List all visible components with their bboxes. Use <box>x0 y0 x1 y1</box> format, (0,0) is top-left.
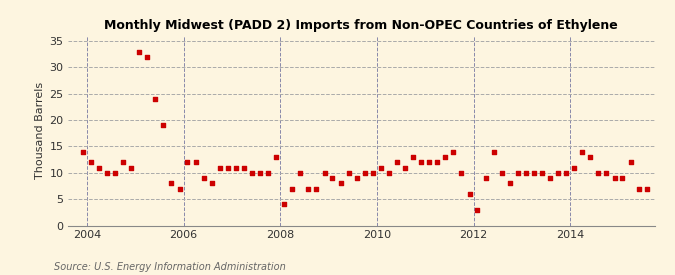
Point <box>303 186 314 191</box>
Point <box>610 176 620 180</box>
Point <box>327 176 338 180</box>
Point <box>311 186 322 191</box>
Point <box>553 170 564 175</box>
Point <box>448 150 458 154</box>
Point <box>287 186 298 191</box>
Point <box>230 165 241 170</box>
Point <box>625 160 636 164</box>
Point <box>568 165 579 170</box>
Point <box>85 160 96 164</box>
Point <box>456 170 467 175</box>
Point <box>247 170 258 175</box>
Point <box>223 165 234 170</box>
Point <box>472 207 483 212</box>
Point <box>400 165 410 170</box>
Point <box>142 55 153 59</box>
Point <box>545 176 556 180</box>
Point <box>392 160 402 164</box>
Point <box>593 170 603 175</box>
Point <box>238 165 249 170</box>
Point <box>496 170 507 175</box>
Point <box>117 160 128 164</box>
Point <box>416 160 427 164</box>
Point <box>504 181 515 186</box>
Point <box>440 155 451 159</box>
Point <box>102 170 113 175</box>
Point <box>206 181 217 186</box>
Point <box>424 160 435 164</box>
Point <box>335 181 346 186</box>
Point <box>520 170 531 175</box>
Point <box>561 170 572 175</box>
Point <box>368 170 379 175</box>
Point <box>489 150 500 154</box>
Point <box>254 170 265 175</box>
Point <box>190 160 201 164</box>
Point <box>134 50 144 54</box>
Point <box>279 202 290 207</box>
Point <box>432 160 443 164</box>
Point <box>263 170 273 175</box>
Point <box>537 170 547 175</box>
Point <box>174 186 185 191</box>
Point <box>319 170 330 175</box>
Point <box>295 170 306 175</box>
Point <box>351 176 362 180</box>
Point <box>359 170 370 175</box>
Point <box>158 123 169 128</box>
Point <box>109 170 120 175</box>
Point <box>344 170 354 175</box>
Point <box>601 170 612 175</box>
Point <box>383 170 394 175</box>
Point <box>512 170 523 175</box>
Point <box>271 155 281 159</box>
Point <box>585 155 596 159</box>
Point <box>529 170 539 175</box>
Point <box>633 186 644 191</box>
Point <box>150 97 161 101</box>
Title: Monthly Midwest (PADD 2) Imports from Non-OPEC Countries of Ethylene: Monthly Midwest (PADD 2) Imports from No… <box>104 19 618 32</box>
Text: Source: U.S. Energy Information Administration: Source: U.S. Energy Information Administ… <box>54 262 286 272</box>
Point <box>375 165 386 170</box>
Point <box>166 181 177 186</box>
Point <box>78 150 88 154</box>
Point <box>408 155 418 159</box>
Point <box>617 176 628 180</box>
Point <box>126 165 137 170</box>
Y-axis label: Thousand Barrels: Thousand Barrels <box>35 82 45 179</box>
Point <box>182 160 193 164</box>
Point <box>464 192 475 196</box>
Point <box>215 165 225 170</box>
Point <box>480 176 491 180</box>
Point <box>577 150 588 154</box>
Point <box>198 176 209 180</box>
Point <box>641 186 652 191</box>
Point <box>94 165 105 170</box>
